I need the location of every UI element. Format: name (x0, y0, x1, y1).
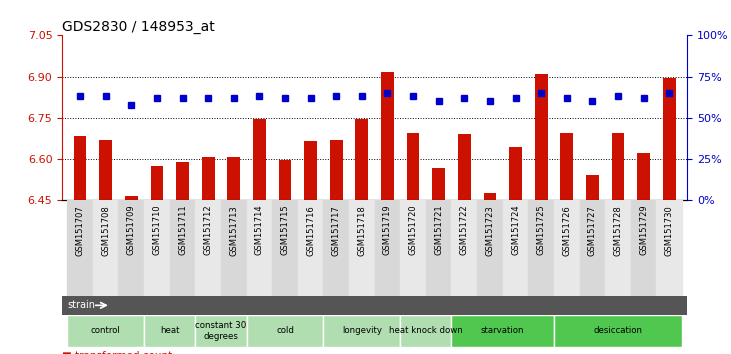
Bar (612, 133, 624, 200)
Bar (330, 140, 343, 200)
Bar (272, 200, 298, 296)
Bar (118, 200, 144, 296)
Text: heat knock down: heat knock down (389, 326, 463, 336)
Text: GSM151720: GSM151720 (409, 205, 417, 256)
Bar (605, 200, 631, 296)
Text: GSM151716: GSM151716 (306, 205, 315, 256)
Text: GSM151707: GSM151707 (75, 205, 85, 256)
Bar (656, 200, 682, 296)
Text: GSM151712: GSM151712 (204, 205, 213, 256)
Bar (298, 200, 323, 296)
Text: desiccation: desiccation (594, 326, 643, 336)
Bar (99, 140, 112, 200)
Bar (246, 315, 323, 347)
Text: GSM151725: GSM151725 (537, 205, 545, 256)
Bar (246, 200, 272, 296)
Text: starvation: starvation (481, 326, 524, 336)
Bar (631, 200, 656, 296)
Bar (483, 193, 496, 200)
Text: ■ transformed count: ■ transformed count (62, 351, 173, 354)
Bar (535, 74, 548, 200)
Bar (227, 158, 240, 200)
Text: GSM151711: GSM151711 (178, 205, 187, 256)
Text: GSM151717: GSM151717 (332, 205, 341, 256)
Bar (406, 133, 420, 200)
Text: GSM151715: GSM151715 (281, 205, 289, 256)
Text: GSM151708: GSM151708 (101, 205, 110, 256)
Bar (452, 200, 477, 296)
Text: GSM151719: GSM151719 (383, 205, 392, 256)
Bar (432, 169, 445, 200)
Bar (93, 200, 118, 296)
Text: GSM151723: GSM151723 (485, 205, 494, 256)
Bar (561, 133, 573, 200)
Text: control: control (91, 326, 121, 336)
Text: GSM151709: GSM151709 (126, 205, 136, 256)
Text: GSM151713: GSM151713 (230, 205, 238, 256)
Text: constant 30
degrees: constant 30 degrees (195, 321, 246, 341)
Bar (195, 200, 221, 296)
Text: strain: strain (67, 300, 95, 310)
Bar (509, 147, 522, 200)
Bar (452, 315, 554, 347)
Bar (401, 200, 426, 296)
Text: GSM151728: GSM151728 (613, 205, 623, 256)
Text: GSM151727: GSM151727 (588, 205, 597, 256)
Bar (176, 162, 189, 200)
Bar (349, 200, 375, 296)
Bar (529, 200, 554, 296)
Bar (253, 119, 266, 200)
Bar (221, 200, 246, 296)
Bar (426, 200, 452, 296)
Bar (323, 315, 401, 347)
Bar (74, 136, 86, 200)
Bar (279, 160, 292, 200)
Bar (458, 134, 471, 200)
Bar (151, 166, 163, 200)
Bar (170, 200, 195, 296)
Bar (125, 196, 137, 200)
Text: heat: heat (160, 326, 180, 336)
Bar (503, 200, 529, 296)
Text: GSM151714: GSM151714 (255, 205, 264, 256)
Text: GSM151710: GSM151710 (152, 205, 162, 256)
Text: cold: cold (276, 326, 294, 336)
Bar (144, 315, 195, 347)
Bar (554, 315, 682, 347)
Bar (554, 200, 580, 296)
Bar (401, 315, 452, 347)
Bar (195, 315, 246, 347)
Text: GSM151730: GSM151730 (664, 205, 674, 256)
Bar (637, 153, 650, 200)
Text: GSM151721: GSM151721 (434, 205, 443, 256)
Bar (580, 200, 605, 296)
Bar (586, 175, 599, 200)
Bar (67, 200, 93, 296)
Bar (375, 200, 401, 296)
Text: longevity: longevity (342, 326, 382, 336)
Bar (381, 73, 394, 200)
Bar (304, 141, 317, 200)
Text: GSM151726: GSM151726 (562, 205, 571, 256)
Bar (202, 158, 214, 200)
Text: GDS2830 / 148953_at: GDS2830 / 148953_at (62, 21, 215, 34)
Bar (355, 119, 368, 200)
Bar (663, 78, 675, 200)
Bar (67, 315, 144, 347)
Text: GSM151724: GSM151724 (511, 205, 520, 256)
Bar (477, 200, 503, 296)
Bar (144, 200, 170, 296)
Text: GSM151718: GSM151718 (357, 205, 366, 256)
Text: GSM151729: GSM151729 (639, 205, 648, 256)
Bar (323, 200, 349, 296)
Text: GSM151722: GSM151722 (460, 205, 469, 256)
